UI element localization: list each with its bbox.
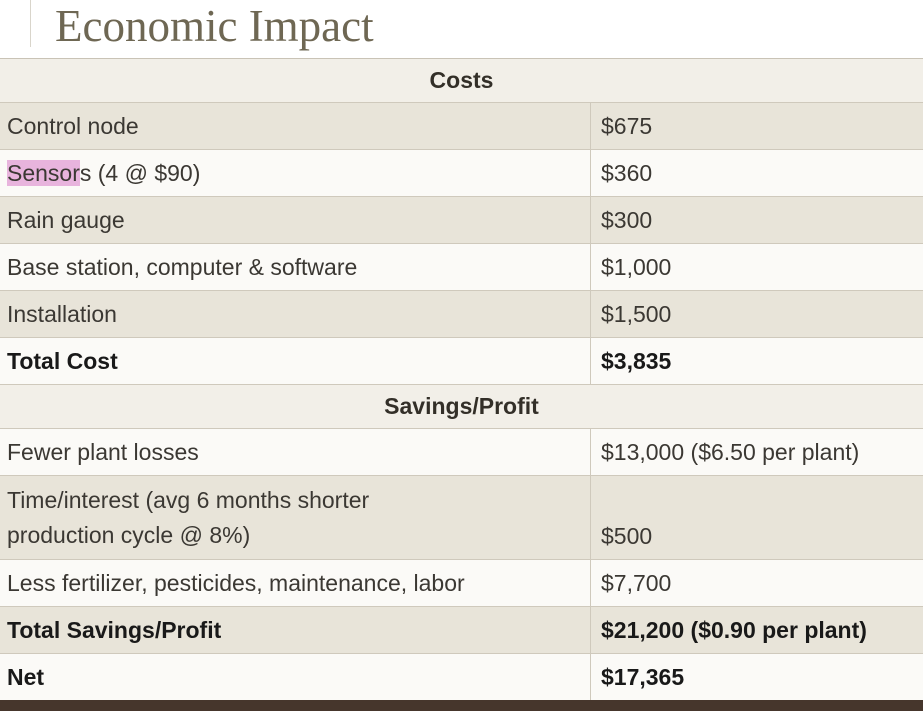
row-value: $1,500 (590, 291, 923, 337)
row-label: Sensors (4 @ $90) (0, 150, 590, 196)
row-label: Time/interest (avg 6 months shorter prod… (7, 486, 370, 548)
row-value: $21,200 ($0.90 per plant) (590, 607, 923, 653)
row-value: $7,700 (590, 560, 923, 606)
row-value: $1,000 (590, 244, 923, 290)
row-label: Total Cost (7, 348, 118, 374)
section-header-label: Costs (429, 67, 494, 93)
costs-section-header: Costs (0, 59, 923, 103)
highlighted-text: Sensor (7, 160, 80, 186)
edge-line (30, 0, 31, 47)
row-label: Total Savings/Profit (7, 617, 222, 643)
table-row: Less fertilizer, pesticides, maintenance… (0, 560, 923, 607)
row-value: $13,000 ($6.50 per plant) (590, 429, 923, 475)
row-label: Base station, computer & software (7, 254, 358, 280)
economic-impact-table: Costs Control node $675 Sensors (4 @ $90… (0, 58, 923, 701)
table-row-total-cost: Total Cost $3,835 (0, 338, 923, 385)
row-label: Net (7, 664, 45, 690)
table-row: Fewer plant losses $13,000 ($6.50 per pl… (0, 429, 923, 476)
savings-section-header: Savings/Profit (0, 385, 923, 429)
table-row: Rain gauge $300 (0, 197, 923, 244)
row-label: Control node (7, 113, 139, 139)
table-row: Time/interest (avg 6 months shorter prod… (0, 476, 923, 560)
row-label-rest: s (4 @ $90) (79, 160, 201, 186)
table-row: Sensors (4 @ $90) $360 (0, 150, 923, 197)
table-row-total-savings: Total Savings/Profit $21,200 ($0.90 per … (0, 607, 923, 654)
table-row-net: Net $17,365 (0, 654, 923, 701)
table-row: Base station, computer & software $1,000 (0, 244, 923, 291)
row-value: $675 (590, 103, 923, 149)
slide-title: Economic Impact (55, 1, 374, 51)
title-bar: Economic Impact (0, 0, 923, 58)
row-label: Installation (7, 301, 117, 327)
row-value: $17,365 (590, 654, 923, 700)
row-value: $500 (590, 476, 923, 559)
slide-bottom-bar (0, 700, 923, 711)
row-value: $3,835 (590, 338, 923, 384)
row-label: Rain gauge (7, 207, 125, 233)
row-label: Fewer plant losses (7, 439, 199, 465)
row-label: Less fertilizer, pesticides, maintenance… (7, 570, 465, 596)
section-header-label: Savings/Profit (384, 393, 539, 419)
row-value: $300 (590, 197, 923, 243)
table-row: Control node $675 (0, 103, 923, 150)
row-value: $360 (590, 150, 923, 196)
table-row: Installation $1,500 (0, 291, 923, 338)
